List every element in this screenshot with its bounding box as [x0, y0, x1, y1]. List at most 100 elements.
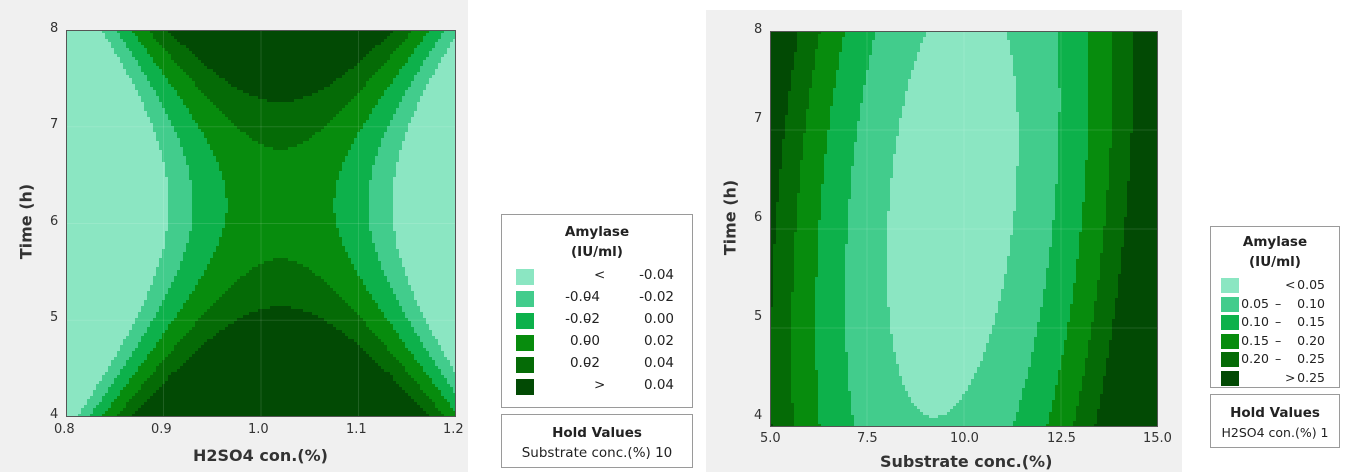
- contour-cell: [345, 99, 349, 103]
- contour-cell: [267, 36, 271, 40]
- contour-cell: [69, 96, 73, 100]
- contour-cell: [111, 57, 115, 61]
- contour-cell: [372, 99, 376, 103]
- contour-cell: [390, 63, 394, 67]
- contour-cell: [267, 135, 271, 139]
- contour-cell: [171, 33, 175, 37]
- contour-cell: [324, 120, 328, 124]
- contour-cell: [150, 138, 154, 142]
- contour-cell: [75, 36, 79, 40]
- contour-cell: [165, 60, 169, 64]
- contour-cell: [114, 111, 118, 115]
- contour-cell: [348, 57, 352, 61]
- contour-cell: [225, 108, 229, 112]
- contour-cell: [138, 30, 142, 34]
- contour-cell: [297, 129, 301, 133]
- contour-cell: [228, 39, 232, 43]
- contour-cell: [81, 75, 85, 79]
- contour-cell: [198, 75, 202, 79]
- contour-cell: [273, 60, 277, 64]
- contour-cell: [426, 81, 430, 85]
- contour-cell: [318, 51, 322, 55]
- contour-cell: [150, 141, 154, 145]
- contour-cell: [450, 96, 454, 100]
- contour-cell: [84, 141, 88, 145]
- contour-cell: [324, 87, 328, 91]
- contour-cell: [354, 87, 358, 91]
- contour-cell: [444, 96, 448, 100]
- contour-cell: [342, 63, 346, 67]
- contour-cell: [141, 84, 145, 88]
- contour-cell: [273, 114, 277, 118]
- contour-cell: [138, 108, 142, 112]
- contour-cell: [237, 99, 241, 103]
- contour-cell: [366, 54, 370, 58]
- contour-cell: [384, 30, 388, 34]
- contour-cell: [321, 87, 325, 91]
- contour-cell: [321, 102, 325, 106]
- contour-cell: [291, 54, 295, 58]
- contour-cell: [276, 84, 280, 88]
- contour-cell: [231, 78, 235, 82]
- contour-cell: [123, 111, 127, 115]
- contour-cell: [138, 39, 142, 43]
- contour-cell: [78, 39, 82, 43]
- contour-cell: [225, 45, 229, 49]
- contour-cell: [150, 81, 154, 85]
- contour-cell: [204, 120, 208, 124]
- contour-cell: [123, 63, 127, 67]
- contour-cell: [147, 72, 151, 76]
- contour-cell: [300, 66, 304, 70]
- contour-cell: [375, 108, 379, 112]
- contour-cell: [114, 36, 118, 40]
- contour-cell: [441, 63, 445, 67]
- contour-cell: [378, 141, 382, 145]
- contour-cell: [393, 33, 397, 37]
- contour-cell: [108, 66, 112, 70]
- contour-cell: [174, 30, 178, 34]
- contour-cell: [291, 117, 295, 121]
- contour-cell: [426, 138, 430, 142]
- contour-cell: [366, 84, 370, 88]
- contour-cell: [378, 129, 382, 133]
- contour-cell: [267, 33, 271, 37]
- contour-cell: [315, 60, 319, 64]
- contour-cell: [300, 111, 304, 115]
- contour-cell: [195, 48, 199, 52]
- contour-cell: [180, 66, 184, 70]
- contour-cell: [342, 141, 346, 145]
- contour-cell: [441, 102, 445, 106]
- contour-cell: [273, 69, 277, 73]
- contour-cell: [315, 120, 319, 124]
- contour-cell: [93, 72, 97, 76]
- contour-cell: [447, 30, 451, 34]
- contour-cell: [297, 84, 301, 88]
- contour-cell: [300, 72, 304, 76]
- contour-cell: [306, 135, 310, 139]
- contour-cell: [354, 93, 358, 97]
- contour-cell: [285, 141, 289, 145]
- contour-cell: [81, 144, 85, 148]
- contour-cell: [345, 90, 349, 94]
- contour-cell: [237, 132, 241, 136]
- contour-cell: [432, 81, 436, 85]
- contour-cell: [315, 45, 319, 49]
- contour-cell: [216, 48, 220, 52]
- contour-cell: [66, 60, 70, 64]
- contour-cell: [330, 30, 334, 34]
- contour-cell: [312, 132, 316, 136]
- contour-cell: [447, 75, 451, 79]
- contour-cell: [408, 129, 412, 133]
- contour-cell: [357, 87, 361, 91]
- contour-cell: [174, 39, 178, 43]
- contour-cell: [114, 81, 118, 85]
- contour-cell: [288, 135, 292, 139]
- contour-cell: [345, 48, 349, 52]
- contour-cell: [408, 45, 412, 49]
- contour-cell: [87, 36, 91, 40]
- contour-cell: [75, 60, 79, 64]
- contour-cell: [150, 129, 154, 133]
- contour-cell: [258, 123, 262, 127]
- contour-cell: [429, 57, 433, 61]
- contour-cell: [444, 45, 448, 49]
